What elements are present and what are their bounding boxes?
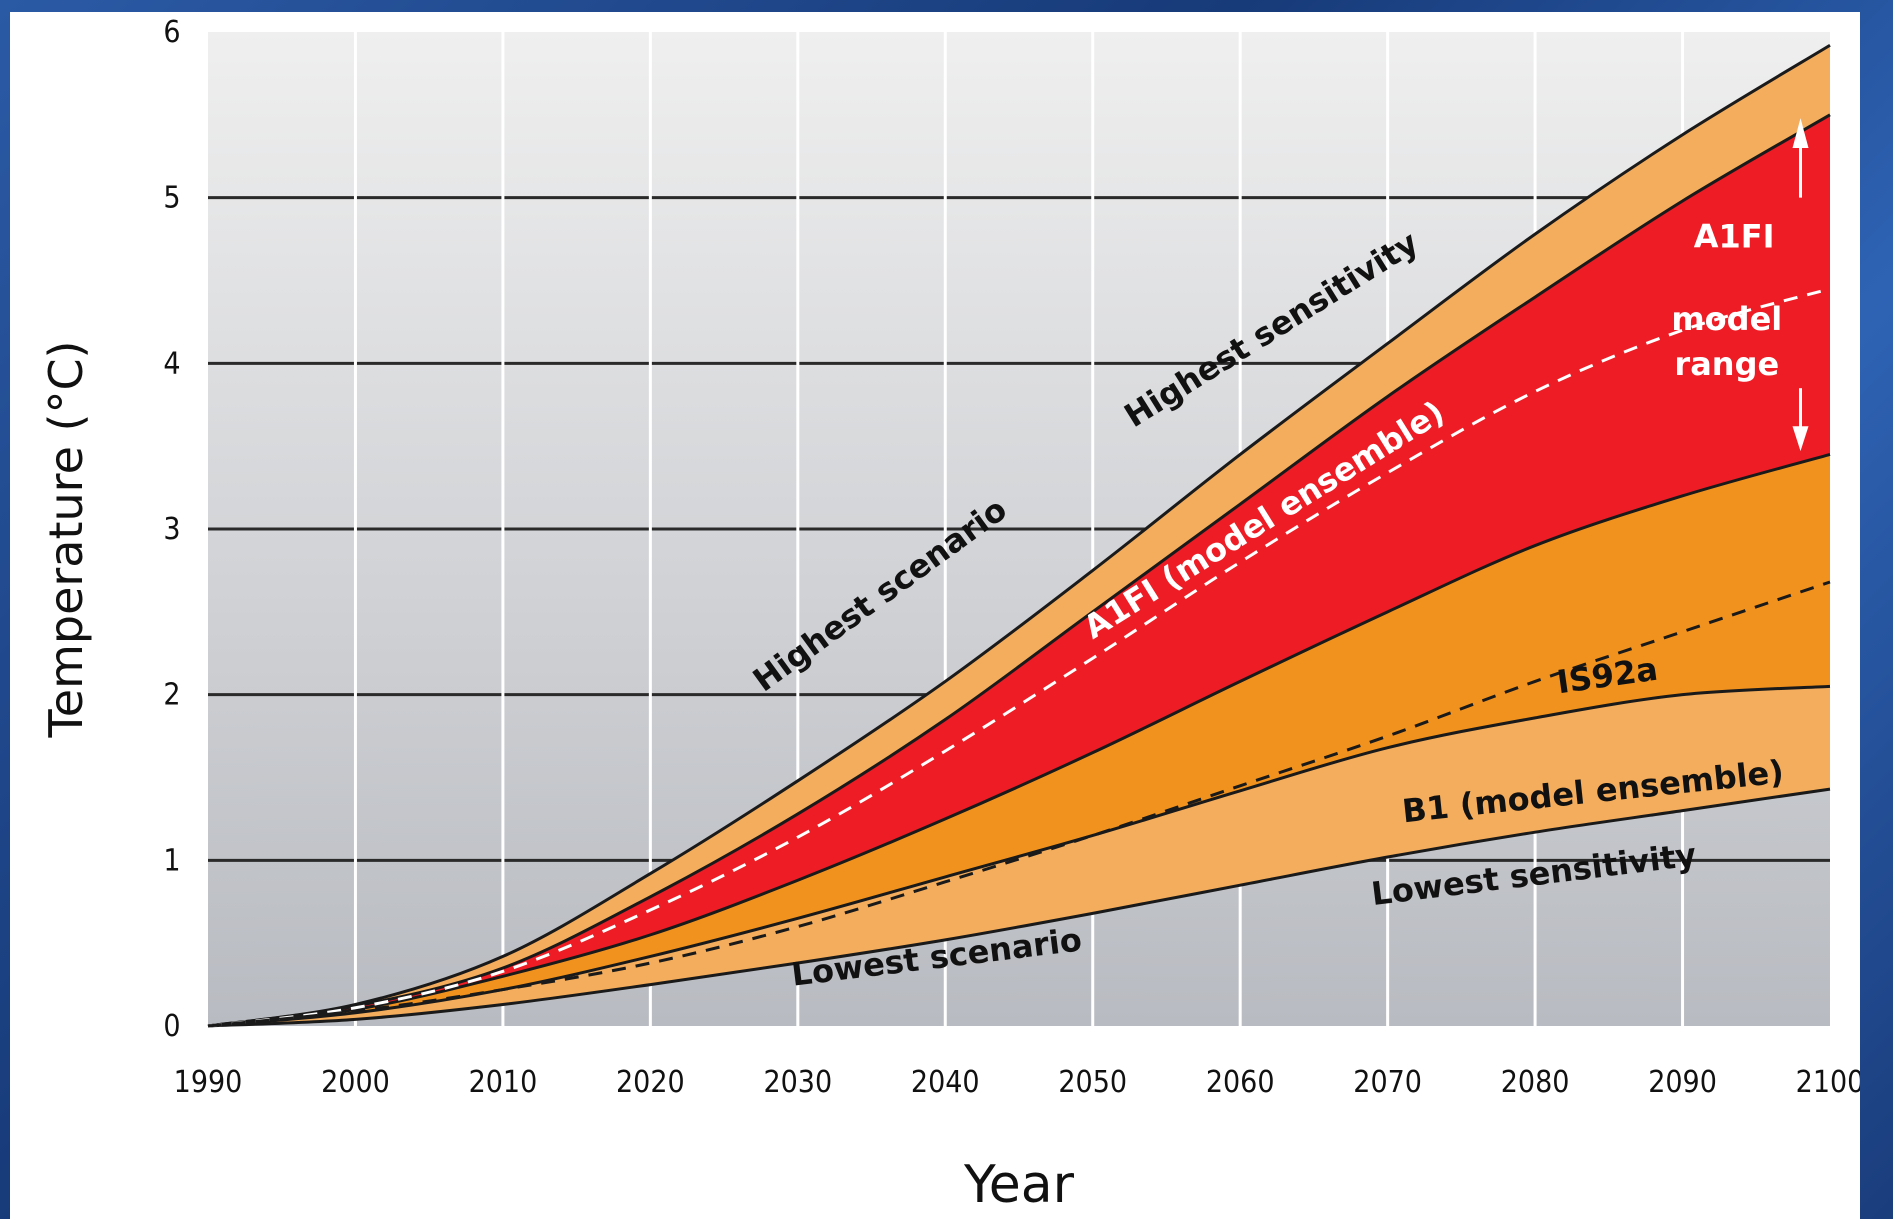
x-tick-2020: 2020 [616, 1065, 685, 1100]
series-line-5 [207, 287, 1831, 1028]
series-line-2 [207, 453, 1831, 1028]
series-line-6 [207, 580, 1831, 1028]
x-tick-2070: 2070 [1353, 1065, 1422, 1100]
x-tick-2030: 2030 [763, 1065, 832, 1100]
x-tick-2050: 2050 [1058, 1065, 1127, 1100]
bands [208, 45, 1830, 1027]
x-tick-2100: 2100 [1796, 1065, 1860, 1100]
series-lines [207, 43, 1831, 1028]
annotation-4: model [1671, 300, 1782, 338]
series-line-3 [207, 684, 1831, 1028]
annotation-5: range [1674, 345, 1779, 383]
band-3 [208, 686, 1830, 1026]
tick-labels: 1990 2000 2010 2020 2030 2040 2050 2060 2070 2080… [163, 15, 1860, 1100]
y-tick-6: 6 [163, 15, 180, 50]
x-tick-2040: 2040 [911, 1065, 980, 1100]
y-tick-0: 0 [163, 1009, 180, 1044]
x-tick-2060: 2060 [1206, 1065, 1275, 1100]
range-arrowhead-down [1792, 426, 1809, 452]
y-tick-3: 3 [163, 512, 180, 547]
x-tick-1990: 1990 [174, 1065, 243, 1100]
y-tick-1: 1 [163, 843, 180, 878]
series-line-0 [207, 43, 1831, 1028]
series-line-4 [207, 787, 1831, 1028]
chart-panel: 1990 2000 2010 2020 2030 2040 2050 2060 2070 2080… [10, 12, 1860, 1219]
x-tick-2000: 2000 [321, 1065, 390, 1100]
x-tick-2080: 2080 [1501, 1065, 1570, 1100]
series-line-1 [207, 113, 1831, 1028]
range-arrowhead-up [1792, 118, 1809, 148]
y-tick-2: 2 [163, 678, 180, 713]
y-tick-5: 5 [163, 181, 180, 216]
x-tick-2010: 2010 [469, 1065, 538, 1100]
y-tick-4: 4 [163, 346, 180, 381]
x-tick-2090: 2090 [1648, 1065, 1717, 1100]
band-2 [208, 454, 1830, 1026]
temperature-chart: 1990 2000 2010 2020 2030 2040 2050 2060 2070 2080… [39, 15, 1860, 1215]
x-axis-title: Year [963, 1155, 1075, 1215]
y-axis-title: Temperature (°C) [39, 340, 93, 738]
annotation-3: A1FI [1694, 217, 1775, 255]
